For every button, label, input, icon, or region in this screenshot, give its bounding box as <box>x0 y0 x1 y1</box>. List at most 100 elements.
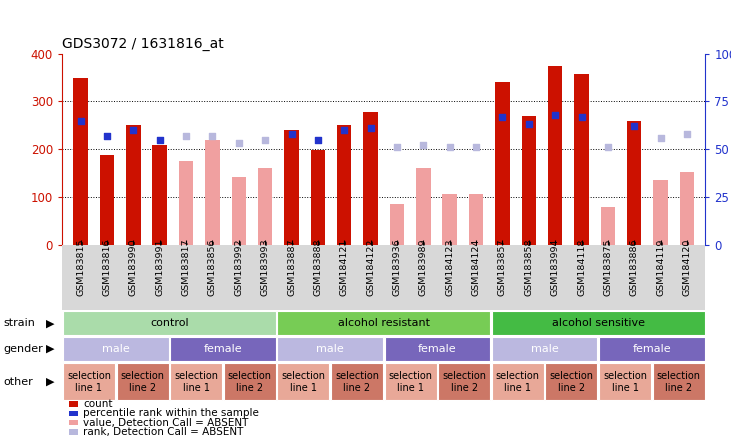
Text: selection
line 2: selection line 2 <box>442 371 486 392</box>
Bar <box>99 155 114 245</box>
Bar <box>258 168 273 245</box>
Point <box>207 132 219 139</box>
Text: alcohol sensitive: alcohol sensitive <box>552 318 645 328</box>
Bar <box>469 194 483 245</box>
Bar <box>492 311 705 335</box>
Text: selection
line 1: selection line 1 <box>389 371 433 392</box>
Bar <box>627 120 642 245</box>
Text: value, Detection Call = ABSENT: value, Detection Call = ABSENT <box>83 418 249 428</box>
Point <box>312 136 324 143</box>
Text: selection
line 2: selection line 2 <box>550 371 594 392</box>
Bar <box>363 112 378 245</box>
Bar <box>63 364 115 400</box>
Point <box>338 127 350 134</box>
Bar <box>170 364 222 400</box>
Bar <box>63 337 169 361</box>
Point <box>391 144 403 151</box>
Text: control: control <box>150 318 189 328</box>
Bar <box>492 364 544 400</box>
Point <box>470 144 482 151</box>
Bar <box>442 194 457 245</box>
Text: count: count <box>83 399 113 409</box>
Text: ▶: ▶ <box>46 344 55 354</box>
Text: selection
line 2: selection line 2 <box>335 371 379 392</box>
Bar <box>284 130 299 245</box>
Text: ▶: ▶ <box>46 377 55 387</box>
Point <box>602 144 614 151</box>
Bar <box>385 364 436 400</box>
Point <box>575 113 587 120</box>
Text: selection
line 1: selection line 1 <box>281 371 325 392</box>
Text: selection
line 1: selection line 1 <box>496 371 539 392</box>
Text: selection
line 1: selection line 1 <box>67 371 111 392</box>
Text: ▶: ▶ <box>46 318 55 328</box>
Bar <box>331 364 383 400</box>
Text: selection
line 2: selection line 2 <box>121 371 164 392</box>
Bar <box>170 337 276 361</box>
Text: female: female <box>418 344 457 354</box>
Point <box>365 125 376 132</box>
Bar <box>575 74 588 245</box>
Text: GDS3072 / 1631816_at: GDS3072 / 1631816_at <box>62 37 224 52</box>
Point <box>496 113 508 120</box>
Point <box>181 132 192 139</box>
Bar <box>680 172 694 245</box>
Bar <box>599 364 651 400</box>
Bar <box>277 311 491 335</box>
Bar <box>126 125 140 245</box>
Point <box>127 127 139 134</box>
Point <box>523 121 534 128</box>
Bar <box>495 82 510 245</box>
Bar <box>179 161 193 245</box>
Point <box>260 136 271 143</box>
Bar <box>153 145 167 245</box>
Bar <box>653 364 705 400</box>
Bar <box>205 140 219 245</box>
Bar <box>601 207 615 245</box>
Point <box>681 131 693 138</box>
Text: other: other <box>4 377 34 387</box>
Text: male: male <box>317 344 344 354</box>
Bar <box>385 337 491 361</box>
Bar <box>438 364 491 400</box>
Point <box>75 117 86 124</box>
Text: male: male <box>102 344 129 354</box>
Text: female: female <box>632 344 671 354</box>
Point <box>286 131 298 138</box>
Bar <box>277 364 330 400</box>
Bar <box>599 337 705 361</box>
Text: male: male <box>531 344 558 354</box>
Text: percentile rank within the sample: percentile rank within the sample <box>83 408 260 418</box>
Text: selection
line 1: selection line 1 <box>174 371 218 392</box>
Point <box>417 142 429 149</box>
Text: selection
line 2: selection line 2 <box>656 371 700 392</box>
Bar <box>116 364 169 400</box>
Bar <box>73 78 88 245</box>
Bar <box>416 168 431 245</box>
Point <box>655 134 667 141</box>
Text: alcohol resistant: alcohol resistant <box>338 318 430 328</box>
Point <box>233 140 245 147</box>
Point <box>549 111 561 119</box>
Bar <box>654 180 668 245</box>
Bar <box>492 337 597 361</box>
Bar <box>232 177 246 245</box>
Text: strain: strain <box>4 318 36 328</box>
Text: selection
line 2: selection line 2 <box>228 371 272 392</box>
Bar <box>390 204 404 245</box>
Text: selection
line 1: selection line 1 <box>603 371 647 392</box>
Bar <box>63 311 276 335</box>
Text: female: female <box>204 344 242 354</box>
Point <box>101 132 113 139</box>
Point <box>154 136 165 143</box>
Point <box>629 123 640 130</box>
Text: rank, Detection Call = ABSENT: rank, Detection Call = ABSENT <box>83 427 243 437</box>
Bar <box>521 116 536 245</box>
Bar <box>311 150 325 245</box>
Bar <box>277 337 383 361</box>
Text: gender: gender <box>4 344 43 354</box>
Point <box>444 144 455 151</box>
Bar <box>337 125 352 245</box>
Bar <box>545 364 597 400</box>
Bar <box>548 66 562 245</box>
